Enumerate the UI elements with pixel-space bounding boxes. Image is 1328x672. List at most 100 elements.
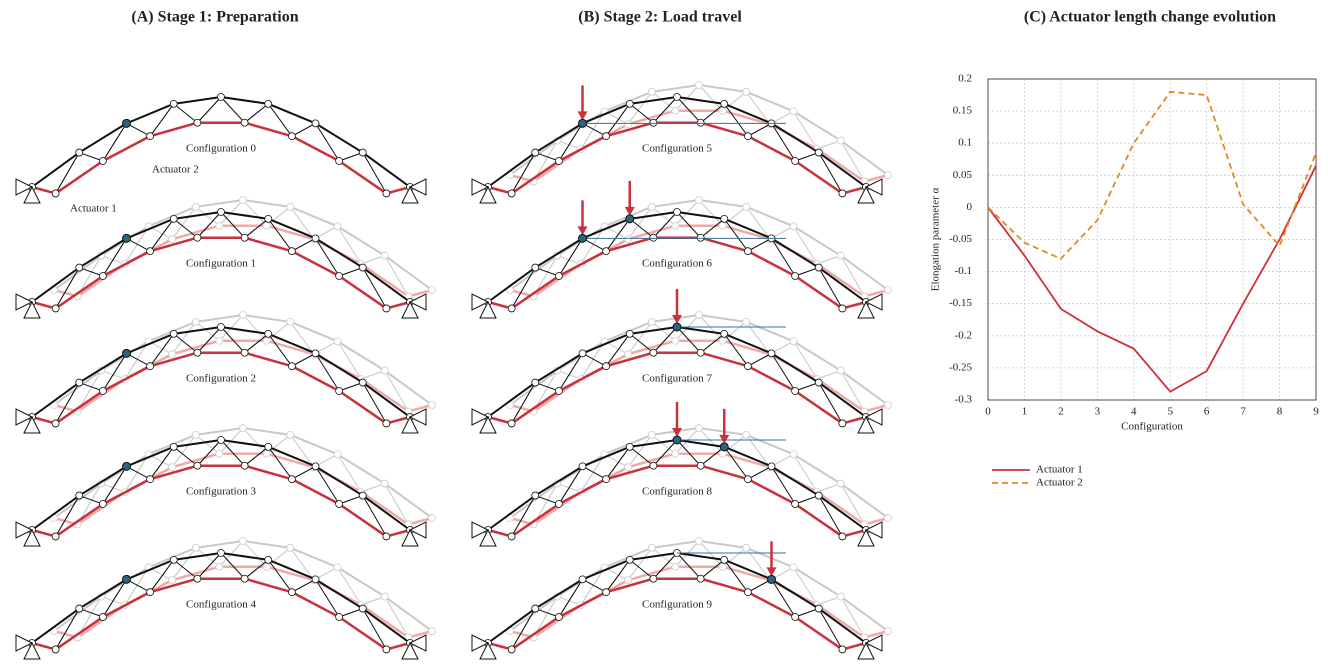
truss-node: [215, 449, 224, 458]
truss-member: [31, 266, 80, 303]
truss-member: [124, 454, 149, 493]
truss-member: [840, 369, 889, 406]
truss-node: [531, 263, 540, 272]
load-arrowhead: [766, 567, 777, 577]
truss-member: [580, 567, 605, 606]
truss-member: [289, 321, 315, 355]
truss-member: [315, 579, 340, 618]
truss-member: [653, 96, 678, 123]
truss-member: [745, 91, 771, 125]
support: [864, 634, 883, 652]
support: [401, 185, 419, 204]
support: [15, 293, 34, 311]
truss-node: [531, 604, 540, 613]
truss-member: [723, 558, 772, 581]
truss-member: [54, 502, 104, 538]
truss-node: [602, 475, 611, 484]
truss-member: [244, 464, 293, 481]
truss-node: [146, 247, 155, 256]
truss-member: [338, 152, 363, 162]
truss-member: [487, 185, 512, 195]
truss-member: [794, 382, 819, 392]
truss-node: [75, 378, 84, 387]
truss-member: [149, 333, 175, 367]
truss-member: [197, 96, 222, 123]
truss-member: [384, 254, 433, 291]
truss-member: [53, 595, 102, 632]
truss-node: [743, 588, 752, 597]
truss-member: [818, 266, 867, 303]
truss-member: [793, 567, 818, 606]
series-line: [987, 90, 1317, 260]
truss-member: [793, 226, 818, 265]
truss-member: [173, 218, 198, 239]
truss-member: [605, 446, 631, 480]
truss-member: [220, 439, 269, 448]
truss-node: [240, 118, 249, 127]
truss-member: [31, 185, 56, 195]
truss-node: [696, 461, 705, 470]
truss-member: [244, 351, 293, 368]
truss-member: [384, 370, 409, 412]
truss-member: [676, 211, 725, 220]
truss-member: [535, 267, 560, 277]
truss-member: [53, 369, 102, 406]
truss-node: [428, 514, 436, 522]
y-tick-label: -0.25: [949, 361, 972, 373]
config-label: Configuration 0: [186, 143, 256, 155]
truss-member: [337, 226, 362, 265]
truss-member: [195, 199, 244, 208]
truss-member: [629, 559, 654, 580]
x-tick-label: 0: [985, 406, 991, 418]
truss-member: [386, 641, 411, 651]
truss-node: [215, 336, 224, 345]
truss-node: [671, 106, 680, 115]
truss-node: [836, 592, 845, 601]
truss-member: [794, 389, 844, 425]
truss-member: [291, 250, 340, 278]
truss-node: [884, 171, 892, 179]
truss-member: [723, 559, 749, 593]
truss-member: [338, 382, 363, 392]
truss-node: [333, 450, 342, 459]
truss-node: [168, 463, 177, 472]
truss-member: [511, 608, 536, 650]
truss-node: [287, 588, 296, 597]
support: [401, 528, 419, 547]
truss-node: [169, 329, 178, 338]
truss-member: [291, 579, 316, 593]
support: [479, 415, 497, 434]
truss-member: [700, 333, 725, 354]
truss-member: [651, 84, 700, 93]
truss-node: [51, 645, 60, 654]
truss-member: [267, 103, 293, 137]
truss-member: [244, 236, 293, 253]
truss-member: [54, 274, 104, 310]
truss-member: [338, 274, 388, 310]
truss-member: [818, 381, 867, 418]
truss-member: [220, 552, 245, 580]
truss-node: [578, 349, 587, 358]
truss-member: [676, 552, 701, 580]
truss-member: [149, 446, 175, 480]
truss-member: [842, 641, 867, 651]
truss-node: [240, 233, 249, 242]
truss-member: [149, 464, 198, 481]
truss-node: [531, 148, 540, 157]
support: [23, 415, 41, 434]
truss-member: [676, 326, 701, 354]
truss-member: [289, 206, 315, 240]
truss-node: [286, 543, 295, 552]
annotation: Actuator 1: [70, 203, 117, 215]
truss-member: [360, 483, 385, 493]
truss-node: [193, 461, 202, 470]
truss-node: [836, 479, 845, 488]
truss-member: [291, 238, 316, 252]
truss-member: [408, 629, 433, 639]
truss-node: [647, 87, 656, 96]
truss-member: [360, 490, 410, 526]
truss-node: [215, 562, 224, 571]
truss-member: [267, 559, 293, 593]
truss-node: [380, 366, 389, 375]
truss-node: [838, 304, 847, 313]
